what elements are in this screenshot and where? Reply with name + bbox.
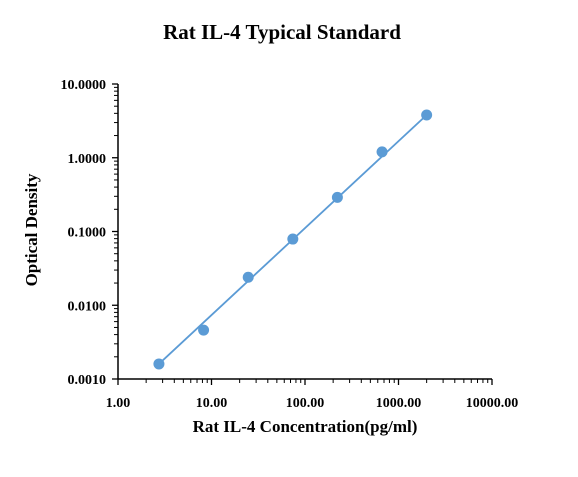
x-tick-label: 1.00 — [106, 396, 131, 411]
y-axis-label: Optical Density — [22, 173, 41, 286]
x-axis-label: Rat IL-4 Concentration(pg/ml) — [193, 417, 418, 436]
x-tick-label: 100.00 — [286, 396, 325, 411]
x-tick-label: 10.00 — [196, 396, 228, 411]
data-point — [153, 358, 165, 370]
y-tick-label: 10.0000 — [61, 78, 107, 93]
data-point — [376, 146, 388, 158]
data-point — [331, 191, 343, 203]
data-point — [198, 324, 210, 336]
x-tick-label: 10000.00 — [466, 396, 519, 411]
data-point — [287, 233, 299, 245]
y-tick-label: 0.0010 — [68, 373, 107, 388]
chart-title: Rat IL-4 Typical Standard — [163, 20, 401, 44]
data-point — [242, 271, 254, 283]
x-tick-label: 1000.00 — [376, 396, 422, 411]
axes: 1.00 10.00 100.00 1000.00 10000.00 0.0010 0.01… — [61, 78, 519, 411]
y-tick-label: 0.1000 — [68, 226, 107, 241]
y-tick-label: 1.0000 — [68, 152, 107, 167]
data-points-layer — [153, 109, 433, 370]
y-tick-label: 0.0100 — [68, 299, 107, 314]
data-point — [421, 109, 433, 121]
